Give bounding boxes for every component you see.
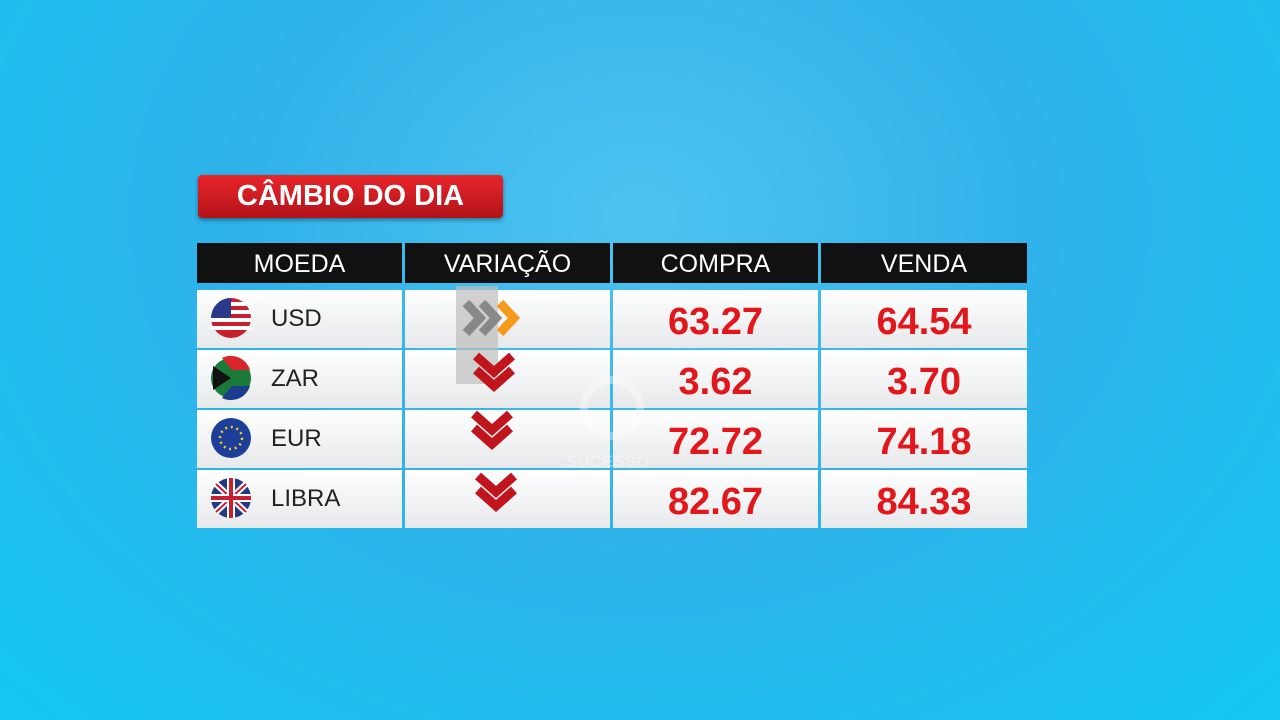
watermark: SUCESSO	[566, 452, 650, 471]
flag-eur	[211, 418, 251, 458]
buy-rate: 63.27	[613, 290, 818, 348]
watermark-logo	[580, 376, 644, 440]
column-header: MOEDA	[197, 243, 402, 283]
flag-usd	[211, 298, 251, 338]
arrow-neutral	[462, 299, 503, 337]
column-header: VARIAÇÃO	[405, 243, 610, 283]
arrow-neutral	[496, 299, 521, 337]
sell-rate: 84.33	[821, 470, 1027, 528]
column-header: VENDA	[821, 243, 1027, 283]
buy-rate: 82.67	[613, 470, 818, 528]
title: CÂMBIO DO DIA	[198, 175, 503, 218]
sell-rate: 3.70	[821, 350, 1027, 408]
flag-gbp	[211, 478, 251, 518]
flag-zar	[211, 355, 251, 401]
buy-rate: 3.62	[613, 350, 818, 408]
arrows-down	[471, 352, 517, 513]
sell-rate: 74.18	[821, 410, 1027, 468]
column-header: COMPRA	[613, 243, 818, 283]
sell-rate: 64.54	[821, 290, 1027, 348]
buy-rate: 72.72	[613, 410, 818, 468]
